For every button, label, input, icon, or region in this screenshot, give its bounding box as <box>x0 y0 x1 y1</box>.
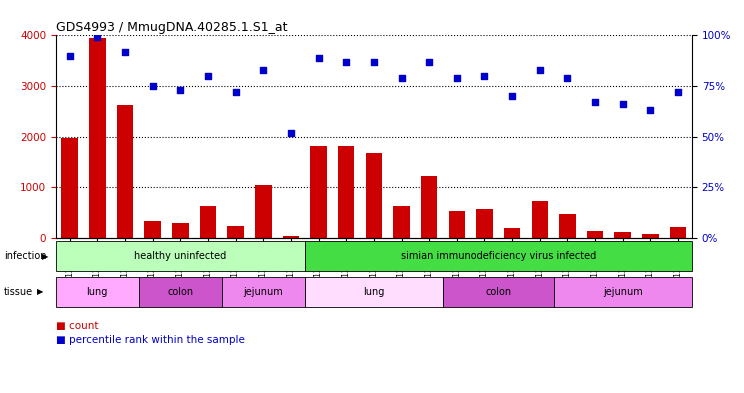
Bar <box>310 146 327 238</box>
Text: simian immunodeficiency virus infected: simian immunodeficiency virus infected <box>401 252 596 261</box>
Bar <box>305 277 443 307</box>
Bar <box>56 241 305 272</box>
Bar <box>394 206 410 238</box>
Text: jejunum: jejunum <box>603 287 643 297</box>
Bar <box>338 146 354 238</box>
Point <box>534 67 546 73</box>
Bar <box>283 236 299 238</box>
Point <box>312 55 324 61</box>
Bar <box>199 206 217 238</box>
Text: ■ percentile rank within the sample: ■ percentile rank within the sample <box>56 335 245 345</box>
Bar <box>443 277 554 307</box>
Text: colon: colon <box>167 287 193 297</box>
Bar <box>449 211 465 238</box>
Bar <box>139 277 222 307</box>
Text: colon: colon <box>485 287 511 297</box>
Bar <box>587 231 603 238</box>
Text: infection: infection <box>4 252 46 261</box>
Text: ▶: ▶ <box>42 252 49 261</box>
Point <box>617 101 629 107</box>
Bar <box>227 226 244 238</box>
Point <box>230 89 242 95</box>
Bar <box>554 277 692 307</box>
Point <box>64 52 76 59</box>
Point <box>589 99 601 105</box>
Bar <box>305 241 692 272</box>
Point <box>119 48 131 55</box>
Point <box>396 75 408 81</box>
Bar <box>56 277 139 307</box>
Bar <box>559 215 576 238</box>
Point <box>257 67 269 73</box>
Bar <box>144 221 161 238</box>
Point <box>285 129 297 136</box>
Point <box>174 87 186 93</box>
Bar <box>421 176 437 238</box>
Point <box>451 75 463 81</box>
Bar <box>531 201 548 238</box>
Point <box>202 73 214 79</box>
Bar <box>365 153 382 238</box>
Point <box>423 59 435 65</box>
Text: healthy uninfected: healthy uninfected <box>134 252 226 261</box>
Text: jejunum: jejunum <box>243 287 283 297</box>
Text: lung: lung <box>363 287 385 297</box>
Bar <box>89 38 106 238</box>
Point <box>147 83 158 89</box>
Text: tissue: tissue <box>4 287 33 297</box>
Point <box>644 107 656 114</box>
Bar <box>504 228 521 238</box>
Bar <box>117 105 133 238</box>
Bar <box>642 234 658 238</box>
Point <box>562 75 574 81</box>
Point <box>672 89 684 95</box>
Bar <box>670 227 687 238</box>
Bar <box>255 185 272 238</box>
Text: lung: lung <box>86 287 108 297</box>
Point <box>92 34 103 40</box>
Text: ▶: ▶ <box>37 287 44 296</box>
Bar <box>222 277 305 307</box>
Point <box>340 59 352 65</box>
Bar <box>615 232 631 238</box>
Point <box>368 59 380 65</box>
Bar <box>61 138 78 238</box>
Text: ■ count: ■ count <box>56 321 98 331</box>
Bar <box>172 222 188 238</box>
Point <box>506 93 518 99</box>
Text: GDS4993 / MmugDNA.40285.1.S1_at: GDS4993 / MmugDNA.40285.1.S1_at <box>56 21 287 34</box>
Bar <box>476 209 493 238</box>
Point <box>478 73 490 79</box>
